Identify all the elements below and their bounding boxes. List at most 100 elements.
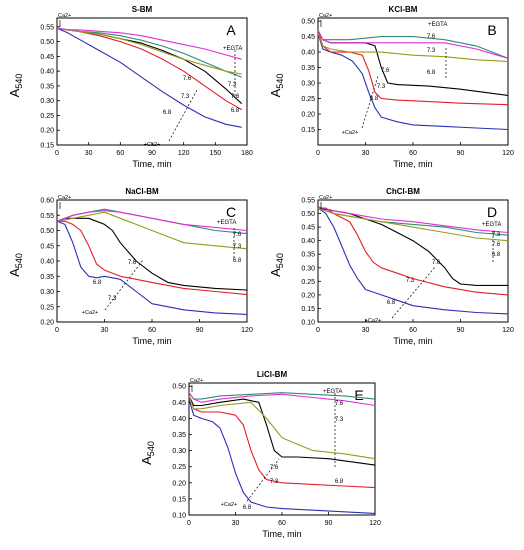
- y-tick-label: 0.45: [40, 54, 54, 61]
- panel-letter: A: [226, 22, 236, 38]
- y-tick-label: 0.20: [301, 292, 315, 299]
- x-tick-label: 60: [409, 327, 417, 334]
- series-line-olive: [56, 211, 248, 250]
- series-line-magenta: [188, 392, 376, 407]
- ph-label: 7.6: [432, 260, 441, 266]
- ca-add-dashed-line: [391, 265, 437, 319]
- plot-frame: [317, 199, 509, 323]
- y-tick-label: 0.35: [301, 252, 315, 259]
- y-tick-label: 0.50: [301, 19, 315, 26]
- ph-label: 7.3: [335, 417, 344, 423]
- y-tick-label: 0.35: [301, 65, 315, 72]
- y-tick-label: 0.20: [40, 128, 54, 135]
- y-tick-label: 0.30: [40, 289, 54, 296]
- series-line-olive: [56, 27, 242, 75]
- chart-title: S-BM: [132, 5, 153, 14]
- x-tick-label: 30: [101, 327, 109, 334]
- series-line-black: [56, 217, 248, 291]
- y-axis-label: A540: [139, 441, 156, 465]
- y-tick-label: 0.30: [172, 448, 186, 455]
- chart-panel-A: 0 30 60 90 120 150 180 0.15 0.20 0.25 0.30 0.35 0.40…: [7, 5, 253, 169]
- ca-start-label: Ca2+: [58, 195, 71, 201]
- ph-label: 6.8: [387, 300, 396, 306]
- y-tick-label: 0.40: [301, 50, 315, 57]
- y-tick-label: 0.40: [40, 259, 54, 266]
- y-tick-label: 0.45: [301, 225, 315, 232]
- y-tick-label: 0.45: [172, 400, 186, 407]
- egta-label: +EGTA: [323, 389, 342, 395]
- ca-add-dashed-line: [104, 259, 144, 311]
- ca-add-dashed-line: [246, 458, 280, 502]
- x-axis-label: Time, min: [393, 336, 432, 346]
- ph-label: 7.3: [108, 296, 117, 302]
- ph-label: 7.6: [270, 465, 279, 471]
- x-tick-label: 30: [232, 520, 240, 527]
- y-tick-label: 0.45: [40, 243, 54, 250]
- y-tick-label: 0.15: [301, 306, 315, 313]
- x-tick-label: 120: [241, 327, 253, 334]
- ph-label: 6.8: [233, 258, 242, 264]
- x-tick-label: 120: [178, 150, 190, 157]
- chart-panel-D: 0 30 60 90 120 0.10 0.15 0.20 0.25 0.30 0.35 0.40 0.…: [268, 187, 514, 346]
- ph-label: 7.3: [492, 232, 501, 238]
- x-tick-label: 120: [502, 327, 514, 334]
- y-axis-label-base: A: [139, 456, 154, 465]
- y-axis-label-base: A: [268, 268, 283, 277]
- x-tick-label: 120: [369, 520, 381, 527]
- y-tick-label: 0.10: [301, 320, 315, 327]
- y-tick-label: 0.25: [40, 113, 54, 120]
- series-line-magenta: [56, 27, 242, 60]
- x-tick-label: 0: [316, 150, 320, 157]
- ph-label: 6.8: [492, 252, 501, 258]
- y-tick-label: 0.50: [301, 211, 315, 218]
- y-tick-label: 0.50: [172, 384, 186, 391]
- ph-label: 7.3: [270, 479, 279, 485]
- y-tick-label: 0.30: [301, 81, 315, 88]
- ph-label: 7.6: [492, 242, 501, 248]
- y-axis-label-sub: 540: [275, 253, 285, 268]
- panel-letter: B: [487, 22, 496, 38]
- y-tick-label: 0.15: [40, 143, 54, 150]
- x-axis-label: Time, min: [393, 159, 432, 169]
- series-line-teal: [188, 392, 376, 400]
- ca-add-label: +Ca2+: [365, 318, 382, 324]
- series-line-black: [188, 395, 376, 466]
- ca-add-dashed-line: [361, 75, 379, 129]
- x-tick-label: 60: [116, 150, 124, 157]
- series-line-blue: [56, 220, 248, 315]
- chart-panel-E: 0 30 60 90 120 0.10 0.15 0.20 0.25 0.30 0.35 0.40 0.…: [139, 370, 381, 539]
- series-line-red: [188, 395, 376, 489]
- x-tick-label: 0: [55, 150, 59, 157]
- series-line-blue: [317, 33, 509, 131]
- y-axis-label-sub: 540: [146, 441, 156, 456]
- y-axis-label: A540: [268, 74, 285, 98]
- chart-title: ChCl-BM: [386, 187, 420, 196]
- ca-start-label: Ca2+: [58, 13, 71, 19]
- x-tick-label: 30: [362, 150, 370, 157]
- ca-start-label: Ca2+: [319, 13, 332, 19]
- series-line-magenta: [56, 210, 248, 232]
- series-line-olive: [317, 207, 509, 242]
- y-tick-label: 0.10: [172, 513, 186, 520]
- y-tick-label: 0.40: [301, 238, 315, 245]
- y-tick-label: 0.15: [172, 496, 186, 503]
- x-tick-label: 180: [241, 150, 253, 157]
- y-axis-label-base: A: [268, 88, 283, 97]
- y-tick-label: 0.20: [40, 320, 54, 327]
- chart-panel-C: 0 30 60 90 120 0.20 0.25 0.30 0.35 0.40 0.45 0.50 0.…: [7, 187, 253, 346]
- chart-title: LiCl-BM: [257, 370, 288, 379]
- ph-label: 7.3: [427, 48, 436, 54]
- y-tick-label: 0.60: [40, 198, 54, 205]
- plot-frame: [56, 17, 248, 146]
- series-line-red: [56, 27, 242, 111]
- y-tick-label: 0.40: [40, 69, 54, 76]
- y-axis-label: A540: [268, 253, 285, 277]
- y-tick-label: 0.35: [40, 274, 54, 281]
- y-axis-label-sub: 540: [14, 253, 24, 268]
- y-tick-label: 0.50: [40, 228, 54, 235]
- ph-label: 6.8: [163, 110, 172, 116]
- y-tick-label: 0.50: [40, 39, 54, 46]
- series-line-olive: [317, 33, 509, 62]
- y-axis-label-base: A: [7, 268, 22, 277]
- ph-label: 7.3: [233, 244, 242, 250]
